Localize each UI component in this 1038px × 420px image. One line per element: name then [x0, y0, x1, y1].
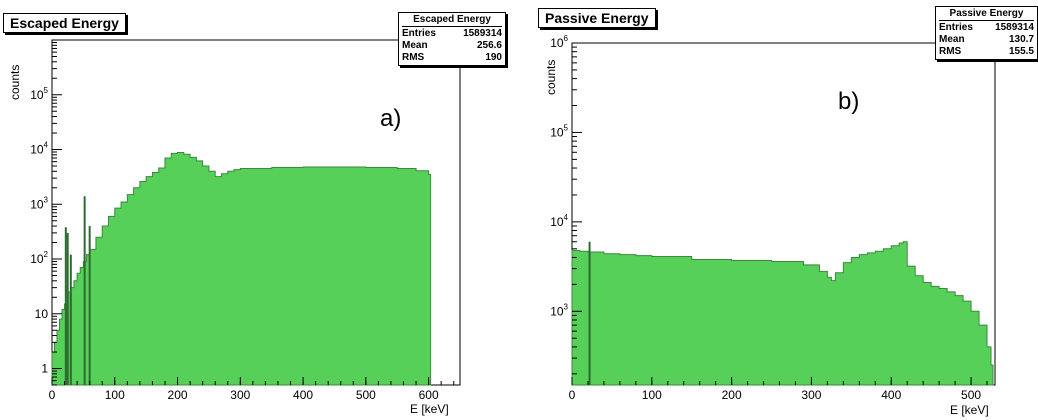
- x-tick-label: 100: [642, 388, 662, 402]
- stats-value: 1589314: [995, 22, 1034, 33]
- stats-value: 155.5: [1008, 46, 1034, 57]
- stats-row-rms: RMS 155.5: [939, 46, 1034, 58]
- y-axis-title: counts: [8, 64, 22, 100]
- x-tick-label: 600: [419, 388, 439, 402]
- stats-row-entries: Entries 1589314: [402, 28, 502, 40]
- x-axis-title: E [keV]: [950, 403, 989, 417]
- x-tick-label: 0: [49, 388, 56, 402]
- stats-value: 130.7: [1008, 34, 1034, 45]
- y-axis-title: counts: [544, 59, 558, 95]
- histogram-spike: [83, 196, 86, 385]
- chart-title: Passive Energy: [538, 8, 656, 28]
- stats-title: Passive Energy: [939, 8, 1034, 21]
- x-tick-label: 400: [293, 388, 313, 402]
- panel-label: b): [838, 88, 860, 115]
- histogram-spike: [588, 241, 591, 385]
- stats-box: Passive Energy Entries 1589314 Mean 130.…: [935, 6, 1038, 60]
- stats-value: 1589314: [463, 28, 502, 39]
- y-tick-label: 105: [30, 86, 48, 102]
- stats-label: Entries: [402, 28, 436, 39]
- stats-row-mean: Mean 130.7: [939, 34, 1034, 46]
- x-tick-label: 500: [356, 388, 376, 402]
- x-tick-label: 300: [230, 388, 250, 402]
- y-tick-label: 103: [550, 302, 568, 318]
- y-tick-label: 104: [30, 141, 48, 157]
- stats-row-mean: Mean 256.6: [402, 40, 502, 52]
- stats-value: 190: [485, 52, 502, 63]
- stats-row-rms: RMS 190: [402, 52, 502, 64]
- histogram-spike: [66, 232, 69, 385]
- stats-label: Mean: [402, 40, 428, 51]
- histogram-spike: [64, 227, 67, 385]
- y-tick-label: 1: [41, 362, 48, 376]
- x-tick-label: 200: [722, 388, 742, 402]
- escaped-energy-plot: 0 100 200 300 400 500 600 1 10 102 103 104 105: [30, 39, 461, 402]
- x-tick-label: 0: [569, 388, 576, 402]
- x-tick-label: 200: [168, 388, 188, 402]
- escaped-energy-panel: 0 100 200 300 400 500 600 1 10 102 103 104 105 Escap…: [0, 0, 512, 420]
- x-tick-label: 100: [105, 388, 125, 402]
- passive-energy-panel: 0 100 200 300 400 500 103 104 105 106 Passive Ene…: [530, 0, 1038, 420]
- panel-label: a): [380, 105, 402, 132]
- stats-title: Escaped Energy: [402, 14, 502, 27]
- x-axis-title: E [keV]: [410, 402, 449, 416]
- passive-energy-plot: 0 100 200 300 400 500 103 104 105 106: [550, 34, 996, 402]
- stats-box: Escaped Energy Entries 1589314 Mean 256.…: [398, 12, 506, 66]
- stats-label: Entries: [939, 22, 973, 33]
- stats-value: 256.6: [476, 40, 502, 51]
- y-tick-label: 104: [550, 213, 568, 229]
- y-tick-label: 105: [550, 123, 568, 139]
- stats-label: RMS: [939, 46, 962, 57]
- y-tick-label: 106: [550, 34, 568, 50]
- x-tick-label: 400: [881, 388, 901, 402]
- histogram-spike: [88, 226, 91, 385]
- y-tick-label: 102: [30, 250, 48, 266]
- x-tick-label: 500: [961, 388, 981, 402]
- stats-row-entries: Entries 1589314: [939, 22, 1034, 34]
- x-tick-label: 300: [801, 388, 821, 402]
- y-tick-label: 10: [35, 307, 49, 321]
- y-tick-label: 103: [30, 195, 48, 211]
- stats-label: Mean: [939, 34, 965, 45]
- histogram-fill: [571, 241, 994, 386]
- chart-title: Escaped Energy: [3, 13, 126, 33]
- histogram-spike: [69, 254, 72, 385]
- stats-label: RMS: [402, 52, 425, 63]
